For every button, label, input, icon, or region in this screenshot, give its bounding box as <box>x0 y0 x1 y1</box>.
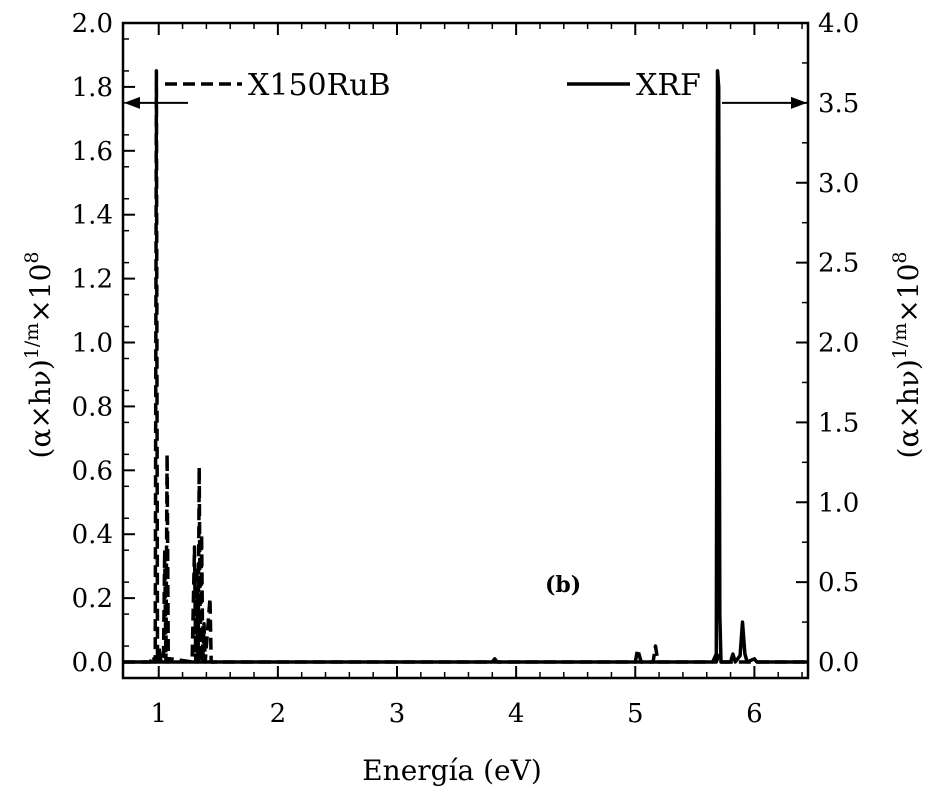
y-right-tick-label: 1.0 <box>818 488 859 518</box>
y-left-tick-label: 2.0 <box>72 9 113 39</box>
y-right-axis-title: (α×hν)1/m×108 <box>889 252 925 459</box>
y-right-axis-ticks: 0.0 0.5 1.0 1.5 2.0 2.5 3.0 3.5 4.0 <box>796 9 859 678</box>
y-right-tick-label: 2.0 <box>818 329 859 359</box>
legend-label-x150rub: X150RuB <box>248 68 391 103</box>
legend: X150RuB XRF <box>124 68 807 109</box>
y-left-tick-label: 1.6 <box>72 137 113 167</box>
y-left-tick-label: 0.4 <box>72 520 113 550</box>
x-tick-label: 5 <box>627 699 644 729</box>
y-left-tick-label: 1.8 <box>72 73 113 103</box>
y-left-axis-title: (α×hν)1/m×108 <box>21 252 57 459</box>
series-layer <box>123 69 808 664</box>
y-left-tick-label: 1.2 <box>72 265 113 295</box>
y-left-tick-label: 0.6 <box>72 456 113 486</box>
legend-label-xrf: XRF <box>636 68 701 103</box>
y-left-tick-label: 1.4 <box>72 201 113 231</box>
x-axis-title: Energía (eV) <box>362 754 542 787</box>
x-tick-label: 3 <box>389 699 406 729</box>
plot-frame <box>121 21 810 680</box>
y-right-tick-label: 3.5 <box>818 89 859 119</box>
y-right-tick-label: 2.5 <box>818 249 859 279</box>
series-line-x150rub <box>123 69 808 664</box>
y-right-tick-label: 1.5 <box>818 408 859 438</box>
y-right-tick-label: 3.0 <box>818 169 859 199</box>
y-right-tick-label: 4.0 <box>818 9 859 39</box>
y-right-tick-label: 0.5 <box>818 568 859 598</box>
x-tick-label: 2 <box>270 699 287 729</box>
left-axis-arrow-head <box>124 96 140 109</box>
x-tick-label: 4 <box>508 699 525 729</box>
y-left-axis-ticks: 0.0 0.2 0.4 0.6 0.8 1.0 1.2 1.4 1.6 1.8 2.0 <box>72 9 135 678</box>
y-left-tick-label: 0.8 <box>72 392 113 422</box>
series-line-xrf <box>123 69 808 664</box>
y-left-tick-label: 0.0 <box>72 648 113 678</box>
y-right-tick-label: 0.0 <box>818 648 859 678</box>
x-axis-ticks: 1 2 3 4 5 6 <box>150 23 803 729</box>
x-tick-label: 6 <box>746 699 763 729</box>
panel-label: (b) <box>545 572 581 598</box>
y-left-tick-label: 1.0 <box>72 329 113 359</box>
right-axis-arrow-head <box>791 96 807 109</box>
x-tick-label: 1 <box>150 699 167 729</box>
y-left-tick-label: 0.2 <box>72 584 113 614</box>
